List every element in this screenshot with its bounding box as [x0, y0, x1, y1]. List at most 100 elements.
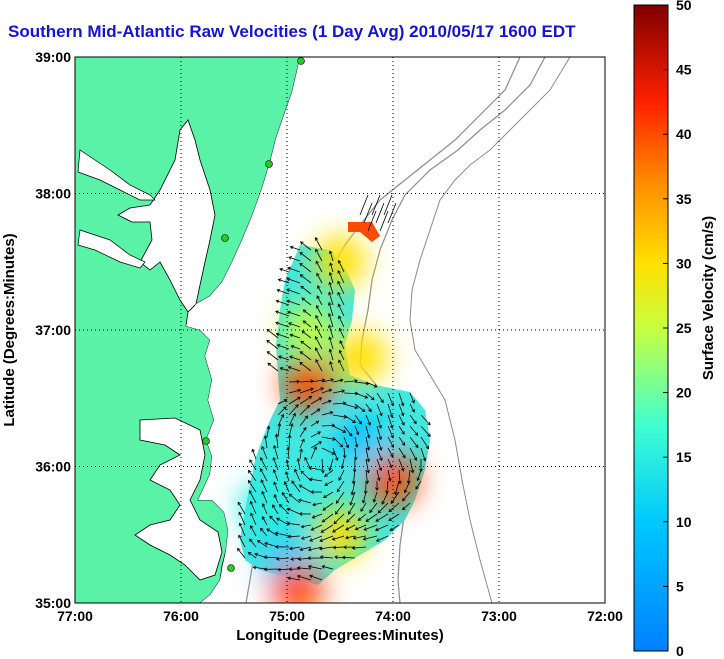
current-vector [252, 449, 257, 460]
y-tick-label: 36:00 [35, 459, 71, 475]
colorbar [633, 4, 669, 652]
current-vector-head [317, 431, 322, 435]
current-vector [299, 439, 305, 449]
current-vector [388, 502, 400, 512]
current-vector [288, 366, 301, 372]
current-vector-head [309, 538, 313, 542]
current-vector [261, 516, 268, 526]
current-vector-head [378, 467, 383, 472]
current-vector-head [237, 547, 241, 552]
current-vector-head [275, 321, 279, 326]
current-vector-head [367, 421, 371, 426]
current-vector-head [366, 447, 371, 451]
bay-tributary [77, 149, 156, 201]
current-vector [365, 403, 372, 412]
current-vector [299, 427, 307, 438]
current-vector [315, 315, 323, 328]
current-vector [332, 425, 346, 433]
current-vector-head [355, 431, 360, 436]
colorbar-tick-label: 40 [676, 126, 692, 142]
current-vector-head [379, 457, 383, 462]
current-vector [272, 504, 279, 515]
current-vector [273, 457, 279, 471]
current-vector-head [402, 454, 406, 459]
current-vector-head [238, 522, 243, 527]
current-vector-head [385, 490, 389, 495]
current-vector [329, 361, 334, 372]
current-vector [316, 305, 323, 317]
current-vector [287, 267, 301, 273]
current-vector [337, 281, 345, 295]
current-vector-head [315, 248, 319, 253]
current-vector [250, 501, 257, 515]
current-vector-head [411, 399, 415, 404]
current-vector-head [338, 359, 342, 364]
current-vector-head [415, 444, 419, 449]
velocity-cell [335, 331, 388, 384]
current-vector-head [295, 404, 299, 408]
current-vector [409, 403, 415, 413]
current-vector [266, 329, 279, 339]
current-vector [402, 491, 411, 502]
current-vector [239, 523, 246, 537]
current-vector-head [301, 330, 306, 334]
current-vector-head [334, 457, 339, 461]
current-vector-head [375, 487, 379, 491]
current-vector-head [276, 343, 281, 348]
current-vector-head [368, 408, 372, 413]
current-vector [379, 210, 389, 232]
current-vector [321, 447, 335, 455]
x-tick-label: 77:00 [57, 608, 93, 624]
current-vector-head [277, 567, 281, 572]
current-vector [310, 446, 317, 460]
current-vector-head [330, 378, 335, 382]
current-vector [301, 297, 312, 306]
current-vector-head [373, 384, 378, 388]
current-vector-head [339, 443, 344, 448]
current-vector-head [342, 454, 347, 459]
colorbar-tick-label: 0 [676, 643, 684, 659]
current-vector-head [309, 477, 313, 482]
current-vector [309, 575, 323, 581]
current-vector-head [274, 544, 279, 549]
current-vector [337, 270, 345, 284]
current-vector [371, 194, 381, 216]
current-vector [351, 480, 356, 495]
current-vector-head [354, 444, 359, 448]
current-vector [345, 524, 356, 531]
current-vector [297, 567, 312, 570]
current-vector [299, 388, 314, 394]
current-vector-head [342, 429, 347, 433]
current-vector-head [345, 535, 349, 540]
current-vector [358, 513, 367, 521]
current-vector-head [333, 520, 338, 525]
current-vector [343, 425, 353, 437]
current-vector-head [337, 303, 342, 308]
current-vector-head [300, 536, 305, 540]
current-vector-head [259, 468, 264, 472]
current-vector [409, 447, 417, 461]
current-vector [262, 503, 268, 515]
current-vector-head [389, 464, 393, 469]
current-vector [299, 380, 314, 383]
current-vector [300, 285, 312, 295]
current-vector-head [377, 477, 381, 482]
current-vector [338, 469, 345, 481]
current-vector-head [323, 494, 327, 499]
current-vector [365, 425, 370, 438]
current-vector-head [289, 333, 294, 338]
current-vector-head [320, 470, 325, 474]
current-vector [387, 202, 397, 224]
current-vector [248, 552, 257, 559]
current-vector-head [290, 344, 295, 349]
current-vector [367, 210, 377, 232]
current-vector [315, 260, 323, 273]
current-vector-head [266, 339, 271, 344]
current-vector [303, 320, 312, 328]
current-vector-head [345, 526, 350, 531]
current-vector-head [273, 481, 277, 486]
current-vector [363, 535, 378, 540]
current-vector [301, 330, 312, 339]
current-vector-head [366, 469, 370, 474]
grid-lines [75, 57, 605, 603]
